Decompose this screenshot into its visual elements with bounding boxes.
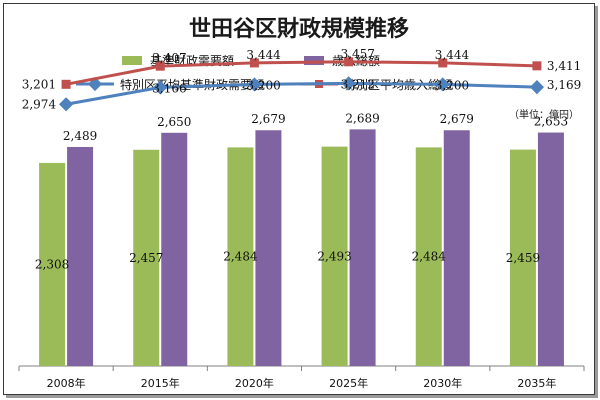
bar-revenue — [67, 146, 94, 366]
data-label-avg-demand: 3,200 — [246, 78, 280, 92]
data-label-demand: 2,484 — [412, 250, 447, 264]
point-avg-demand — [529, 80, 544, 95]
line-avg-demand — [65, 81, 537, 106]
data-label-demand: 2,459 — [506, 251, 540, 265]
data-label-revenue: 2,679 — [251, 112, 285, 126]
point-avg-revenue — [344, 57, 354, 67]
data-label-demand: 2,484 — [223, 250, 258, 264]
data-label-avg-demand: 3,166 — [152, 81, 186, 95]
data-label-avg-demand: 3,200 — [435, 78, 469, 92]
data-label-avg-revenue: 3,444 — [246, 48, 281, 62]
bar-revenue — [443, 130, 470, 366]
data-label-avg-demand: 3,169 — [547, 78, 581, 92]
data-label-revenue: 2,689 — [345, 111, 379, 125]
point-avg-revenue — [438, 58, 448, 68]
data-label-revenue: 2,489 — [63, 129, 97, 143]
bar-demand — [133, 149, 160, 366]
point-avg-demand — [59, 97, 74, 112]
data-label-revenue: 2,650 — [157, 115, 191, 129]
point-avg-revenue — [532, 61, 542, 71]
point-avg-revenue — [155, 61, 165, 71]
data-label-avg-demand: 2,974 — [22, 97, 57, 111]
bar-demand — [321, 146, 348, 366]
unit-label: （単位：億円） — [509, 108, 579, 121]
x-tick-label: 2015年 — [141, 376, 180, 390]
legend-swatch-revenue — [304, 56, 324, 65]
data-label-revenue: 2,653 — [534, 115, 568, 129]
chart-frame: 世田谷区財政規模推移 基準財政需要額 歳入総額 特別区平均基準財政需要額 特別区… — [3, 3, 595, 395]
data-label-avg-revenue: 3,407 — [152, 51, 186, 65]
data-label-avg-revenue: 3,201 — [22, 77, 56, 91]
bar-demand — [415, 147, 442, 366]
point-avg-revenue — [249, 58, 259, 68]
chart: 世田谷区財政規模推移 基準財政需要額 歳入総額 特別区平均基準財政需要額 特別区… — [18, 16, 585, 390]
data-label-demand: 2,308 — [35, 257, 69, 271]
plot-area: 2,308 2,457 2,484 2,493 2,484 2,459 2,489 2,650… — [18, 47, 585, 390]
bar-revenue — [255, 130, 282, 366]
x-tick-label: 2030年 — [423, 376, 462, 390]
data-label-avg-revenue: 3,411 — [547, 59, 581, 73]
legend-swatch-demand — [122, 56, 142, 65]
x-tick-label: 2035年 — [517, 376, 556, 390]
data-label-avg-revenue: 3,444 — [435, 48, 470, 62]
bar-demand — [509, 149, 536, 366]
point-avg-demand — [435, 77, 450, 92]
data-label-demand: 2,457 — [129, 251, 163, 265]
point-avg-revenue — [61, 79, 71, 89]
x-tick-label: 2008年 — [47, 376, 86, 390]
bar-demand — [227, 147, 254, 366]
point-avg-demand — [341, 76, 356, 91]
bar-revenue — [537, 132, 564, 366]
data-label-demand: 2,493 — [317, 249, 351, 263]
x-tick-label: 2020年 — [235, 376, 274, 390]
data-label-avg-revenue: 3,457 — [341, 47, 375, 61]
chart-title: 世田谷区財政規模推移 — [189, 16, 409, 42]
bar-revenue — [349, 129, 376, 366]
bar-demand — [39, 162, 66, 366]
data-label-avg-demand: 3,212 — [341, 77, 375, 91]
line-avg-revenue — [65, 60, 537, 86]
data-label-revenue: 2,679 — [440, 112, 474, 126]
x-tick-label: 2025年 — [329, 376, 368, 390]
bar-revenue — [161, 132, 188, 366]
